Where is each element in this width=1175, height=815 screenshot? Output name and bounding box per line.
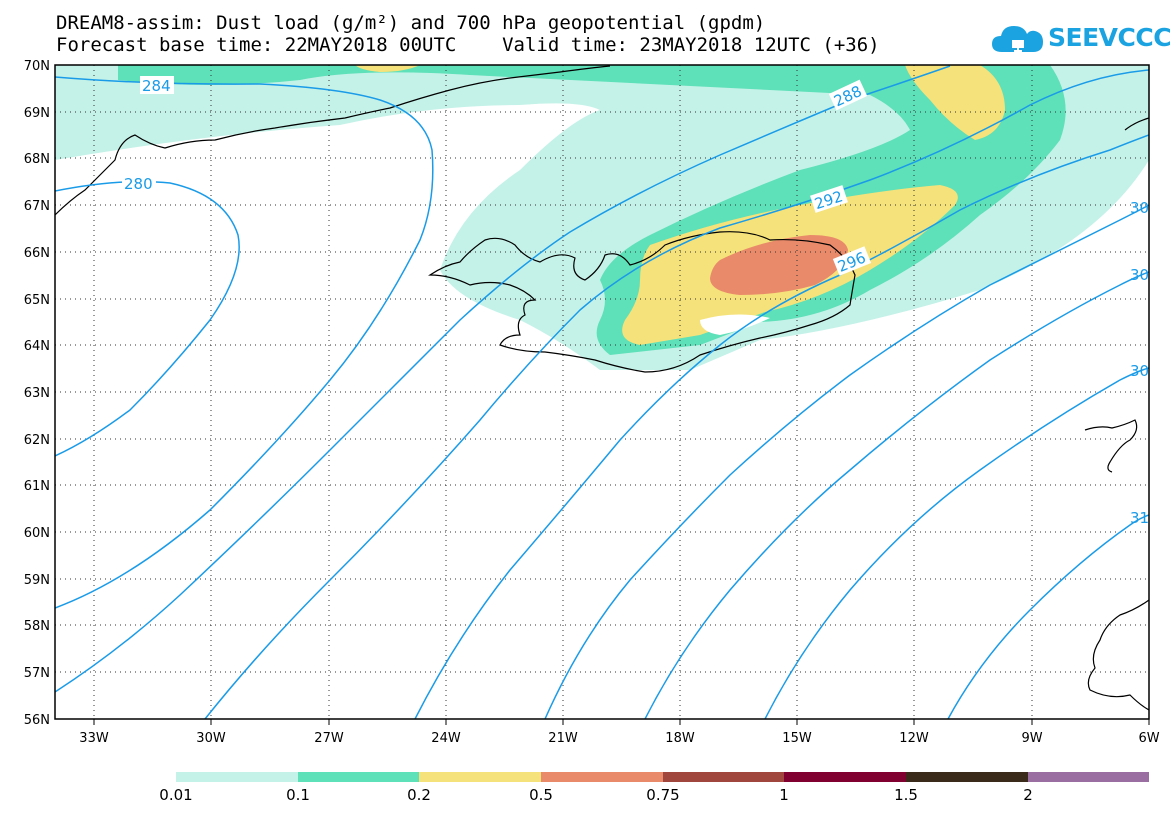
colorbar-segment-2: [298, 772, 419, 782]
jan-mayen-coast: [1124, 117, 1149, 131]
contour-label-304: 30: [1130, 266, 1149, 284]
contour-label-308: 30: [1130, 362, 1149, 380]
colorbar-segment-8: [1028, 772, 1149, 782]
geopotential-contours: [55, 65, 1149, 719]
contour-304: [644, 271, 1149, 719]
lon-label-27w: 27W: [314, 731, 344, 746]
contour-labels: 284 280 288 292 296 30 30 30 31: [122, 76, 1149, 527]
dust-area-02a: [905, 65, 1005, 140]
contour-label-280: 280: [124, 175, 153, 193]
lat-label-61n: 61N: [24, 479, 50, 494]
dust-area-001: [55, 65, 1149, 370]
dust-area-05: [710, 235, 848, 295]
contour-312: [947, 514, 1149, 719]
coastlines: [55, 65, 1149, 711]
contour-label-284: 284: [142, 77, 171, 95]
colorbar-label-1.5: 1.5: [894, 786, 918, 804]
contour-280: [55, 180, 240, 457]
graticule: [55, 65, 1149, 719]
lon-label-6w: 6W: [1138, 731, 1159, 746]
greenland-coast: [55, 65, 611, 216]
lon-label-12w: 12W: [899, 731, 929, 746]
lon-label-24w: 24W: [431, 731, 461, 746]
iceland-coast: [428, 231, 856, 373]
lat-label-57n: 57N: [24, 666, 50, 681]
lon-label-15w: 15W: [782, 731, 812, 746]
contour-300: [544, 204, 1149, 719]
lat-label-66n: 66N: [24, 246, 50, 261]
contour-label-312: 31: [1130, 509, 1149, 527]
scotland-coast: [1087, 599, 1149, 711]
latitude-labels: 70N 69N 68N 67N 66N 65N 64N 63N 62N 61N …: [24, 59, 50, 728]
map-frame: [54, 64, 1150, 720]
faroe-islands: [1084, 419, 1138, 473]
lat-label-63n: 63N: [24, 386, 50, 401]
colorbar-segment-4: [541, 772, 663, 782]
colorbar-segment-6: [784, 772, 906, 782]
colorbar-label-2: 2: [1023, 786, 1033, 804]
colorbar-segment-7: [906, 772, 1028, 782]
lat-label-65n: 65N: [24, 293, 50, 308]
lat-label-56n: 56N: [24, 713, 50, 728]
lat-label-62n: 62N: [24, 433, 50, 448]
lat-label-68n: 68N: [24, 152, 50, 167]
lon-label-18w: 18W: [665, 731, 695, 746]
lat-label-70n: 70N: [24, 59, 50, 74]
seevccc-logo: SEEVCCC: [990, 18, 1172, 62]
dust-area-white: [700, 314, 770, 335]
contour-284: [55, 76, 434, 609]
lat-label-67n: 67N: [24, 199, 50, 214]
colorbar-label-0.2: 0.2: [407, 786, 431, 804]
colorbar-segment-3: [419, 772, 541, 782]
contour-label-300: 30: [1130, 199, 1149, 217]
contour-292: [204, 69, 1149, 719]
lon-label-30w: 30W: [196, 731, 226, 746]
colorbar-label-0.01: 0.01: [159, 786, 193, 804]
contour-296: [414, 134, 1149, 719]
colorbar-label-0.5: 0.5: [529, 786, 553, 804]
chart-title-line-1: DREAM8-assim: Dust load (g/m²) and 700 h…: [56, 12, 766, 34]
colorbar-label-1: 1: [779, 786, 789, 804]
lat-label-69n: 69N: [24, 106, 50, 121]
longitude-labels: 33W 30W 27W 24W 21W 18W 15W 12W 9W 6W: [79, 731, 1159, 746]
chart-title-line-2: Forecast base time: 22MAY2018 00UTC Vali…: [56, 34, 880, 56]
dust-area-02b: [355, 65, 420, 72]
colorbar-label-0.75: 0.75: [646, 786, 680, 804]
logo-text: SEEVCCC: [1048, 23, 1172, 52]
lat-label-60n: 60N: [24, 526, 50, 541]
axis-ticks: [93, 719, 1150, 725]
lat-label-58n: 58N: [24, 619, 50, 634]
colorbar-segment-5: [663, 772, 784, 782]
lon-label-9w: 9W: [1021, 731, 1042, 746]
lon-label-21w: 21W: [548, 731, 578, 746]
contour-308: [764, 367, 1149, 719]
lon-label-33w: 33W: [79, 731, 109, 746]
cloud-icon: [992, 26, 1043, 54]
colorbar-label-0.1: 0.1: [286, 786, 310, 804]
contour-288: [55, 65, 951, 693]
lat-label-59n: 59N: [24, 573, 50, 588]
colorbar-segment-1: [176, 772, 298, 782]
lat-label-64n: 64N: [24, 339, 50, 354]
